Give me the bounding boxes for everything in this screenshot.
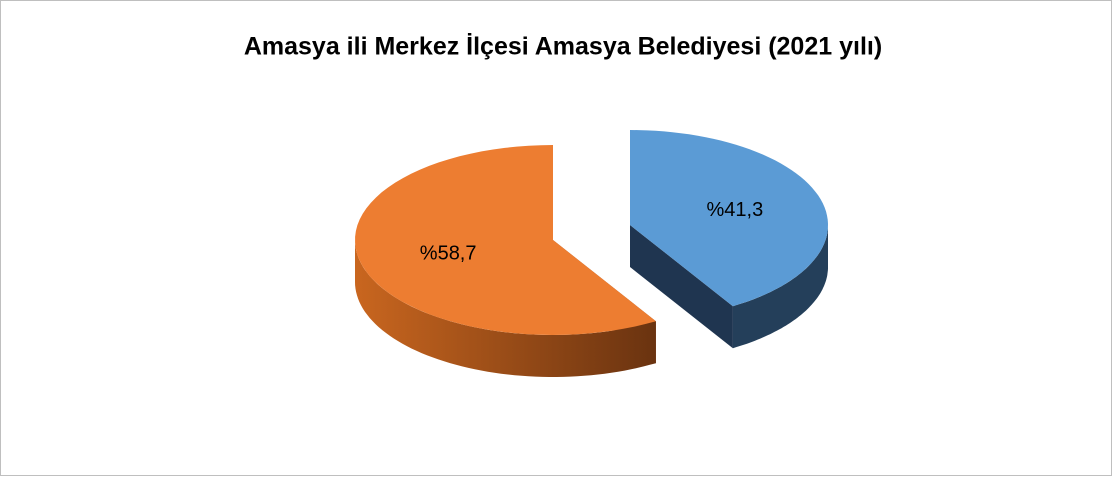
slice-side (355, 240, 656, 377)
pie-slice (630, 130, 828, 307)
data-label: %58,7 (420, 242, 477, 264)
slice-side (732, 225, 828, 349)
chart-title: Amasya ili Merkez İlçesi Amasya Belediye… (244, 33, 882, 61)
data-label: %41,3 (706, 199, 763, 221)
slice-cut-face (630, 225, 733, 349)
pie-slice (355, 145, 656, 335)
